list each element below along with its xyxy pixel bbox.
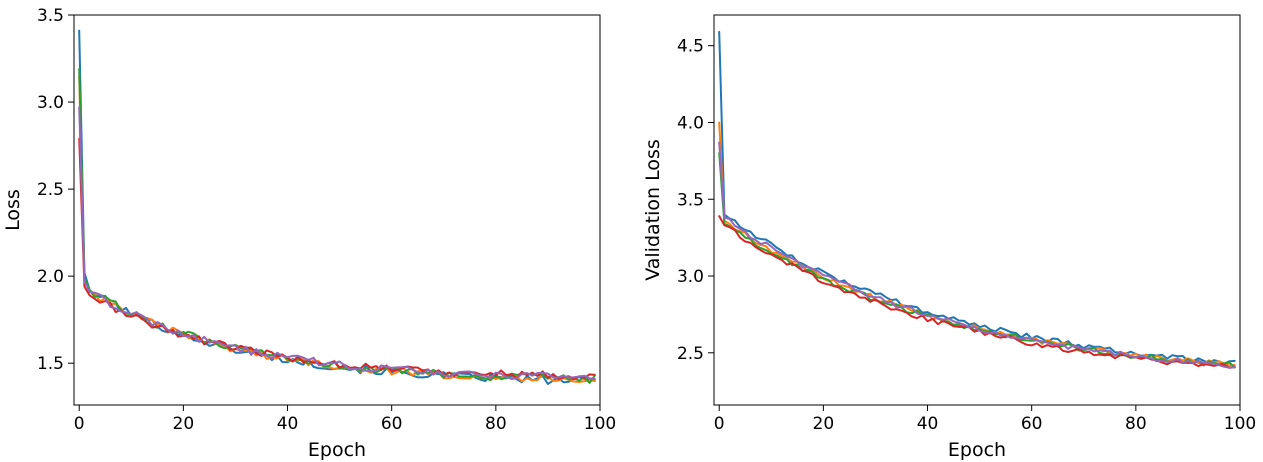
x-axis-label: Epoch: [308, 439, 366, 461]
x-tick-label: 80: [485, 414, 507, 434]
plot-frame: [73, 14, 601, 406]
y-tick-label: 3.0: [677, 267, 704, 287]
y-tick-label: 1.5: [37, 354, 64, 374]
x-axis-label: Epoch: [948, 439, 1006, 461]
validation-loss-chart: 0 20 40 60 80 100 2.5 3.0 3.5 4.0 4.5 Epoch Validati…: [642, 14, 1256, 461]
y-tick-label: 3.5: [37, 6, 64, 26]
x-tick-label: 100: [1224, 414, 1256, 434]
y-axis-label: Validation Loss: [642, 139, 664, 281]
series-lines: [718, 30, 1236, 369]
x-tick-label: 20: [173, 414, 195, 434]
x-tick-label: 40: [277, 414, 299, 434]
x-tick-label: 60: [1021, 414, 1043, 434]
y-tick-label: 2.5: [677, 344, 704, 364]
y-tick-label: 3.0: [37, 93, 64, 113]
series-line-1: [718, 30, 1236, 365]
y-tick-label: 4.0: [677, 113, 704, 133]
y-tick-label: 2.0: [37, 267, 64, 287]
series-lines: [78, 29, 596, 385]
x-tick-label: 60: [381, 414, 403, 434]
x-tick-label: 20: [813, 414, 835, 434]
x-tick-label: 0: [714, 414, 725, 434]
x-tick-label: 0: [74, 414, 85, 434]
series-line-4: [78, 137, 596, 381]
y-tick-label: 3.5: [677, 190, 704, 210]
series-line-5: [718, 141, 1236, 369]
x-tick-label: 40: [917, 414, 939, 434]
y-tick-label: 2.5: [37, 180, 64, 200]
plot-frame: [713, 14, 1241, 406]
x-tick-label: 80: [1125, 414, 1147, 434]
series-line-5: [78, 106, 596, 380]
y-axis-label: Loss: [2, 189, 24, 231]
y-tick-label: 4.5: [677, 37, 704, 57]
loss-chart: 0 20 40 60 80 100 1.5 2.0 2.5 3.0 3.5 Epoch Loss: [2, 6, 616, 461]
x-tick-label: 100: [584, 414, 616, 434]
